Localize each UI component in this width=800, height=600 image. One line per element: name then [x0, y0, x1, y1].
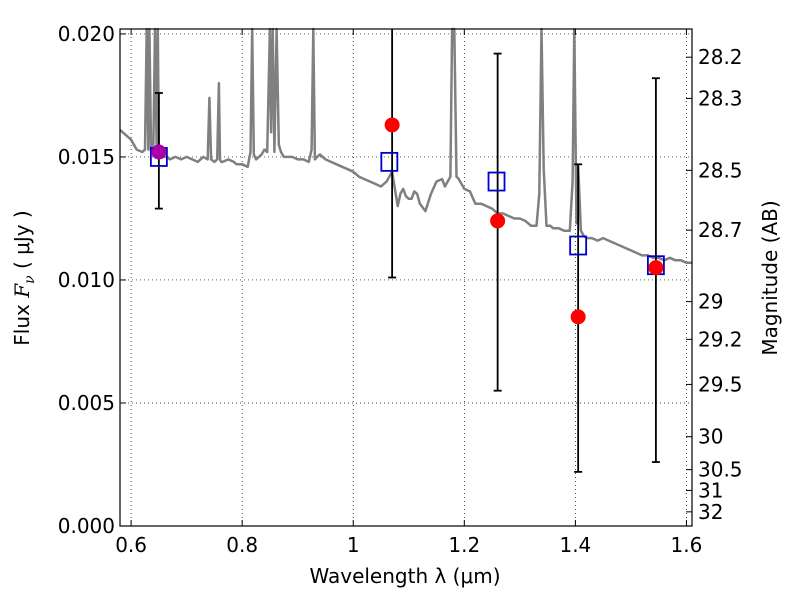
observed-flux-point: [570, 309, 586, 325]
y-axis-label-right: Magnitude (AB): [758, 200, 782, 355]
mag-tick-label: 28.7: [698, 218, 743, 242]
mag-tick-label: 29.2: [698, 327, 743, 351]
x-tick-label: 1.2: [448, 533, 480, 557]
y-label-f: F: [10, 283, 34, 299]
y-tick-label: 0.010: [58, 268, 115, 292]
observed-flux-point: [648, 260, 664, 276]
y-tick-label: 0.000: [58, 514, 115, 538]
mag-tick-label: 32: [698, 500, 723, 524]
y-tick-label: 0.020: [58, 22, 115, 46]
y-label-flux: Flux: [10, 298, 34, 346]
y-axis-label-left: Flux Fν ( μJy ): [10, 210, 38, 345]
points-layer: [149, 29, 665, 473]
y-tick-label: 0.005: [58, 391, 115, 415]
observed-flux-point: [490, 213, 506, 229]
observed-flux-point: [151, 144, 167, 160]
x-axis-label: Wavelength λ (μm): [309, 564, 500, 588]
observed-flux-point: [384, 117, 400, 133]
model-photometry-square: [569, 235, 588, 256]
plot-frame: [119, 28, 693, 527]
mag-tick-label: 31: [698, 478, 723, 502]
x-tick-label: 0.8: [226, 533, 258, 557]
x-tick-label: 1: [347, 533, 360, 557]
ticks-layer: 0.6 0.8 1 1.2 1.4 1.6 0.000 0.005 0.010 0.015 0.02…: [58, 22, 743, 557]
model-spectrum-line: [119, 27, 692, 264]
x-tick-label: 1.4: [559, 533, 591, 557]
mag-tick-label: 30.5: [698, 458, 743, 482]
mag-tick-label: 29.5: [698, 372, 743, 396]
model-photometry-square: [380, 151, 399, 172]
mag-tick-label: 28.2: [698, 45, 743, 69]
y-tick-label: 0.015: [58, 145, 115, 169]
y-label-nu: ν: [22, 275, 38, 284]
model-photometry-square: [487, 171, 506, 192]
mag-tick-label: 28.3: [698, 86, 743, 110]
mag-tick-label: 30: [698, 425, 723, 449]
mag-tick-label: 28.5: [698, 158, 743, 182]
x-tick-label: 0.6: [115, 533, 147, 557]
x-tick-label: 1.6: [671, 533, 703, 557]
mag-tick-label: 29: [698, 290, 723, 314]
grid-layer: [120, 29, 692, 527]
y-label-unit: ( μJy ): [10, 210, 34, 275]
spectrum-layer: [119, 27, 692, 264]
